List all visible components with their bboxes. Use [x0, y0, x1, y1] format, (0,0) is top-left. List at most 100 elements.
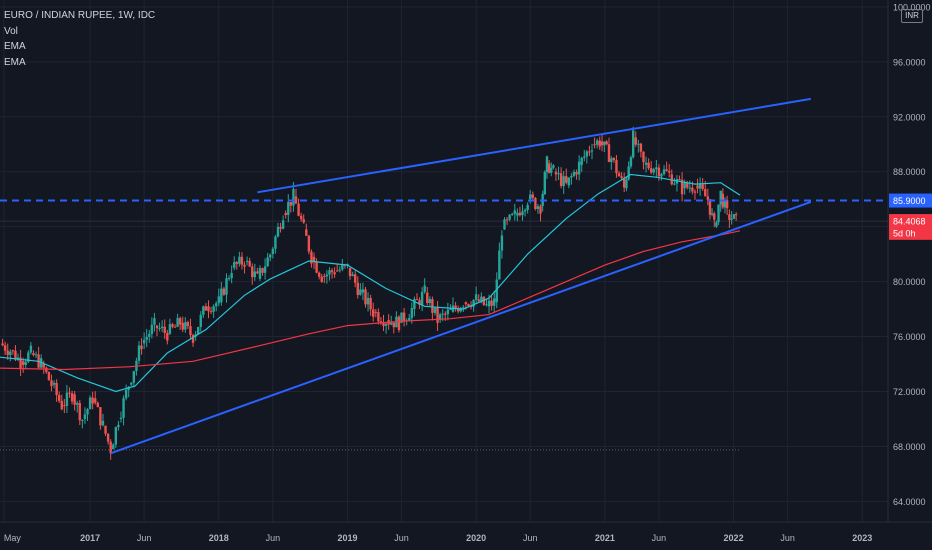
candle-body — [539, 206, 542, 214]
candle-body — [258, 268, 262, 279]
indicator-ema-1[interactable]: EMA — [4, 41, 26, 52]
candle-body — [32, 353, 35, 356]
candle-body — [467, 304, 470, 306]
candle-body — [330, 270, 334, 273]
candle-body — [122, 398, 125, 418]
candle-body — [495, 279, 498, 303]
candle-body — [456, 308, 460, 312]
price-label: 5d 0h — [893, 228, 916, 238]
candle-body — [191, 335, 195, 343]
indicator-vol[interactable]: Vol — [4, 25, 18, 37]
candle-body — [585, 151, 589, 157]
candle-body — [158, 328, 161, 330]
candle-body — [384, 323, 388, 326]
candle-body — [668, 170, 671, 173]
candle-body — [55, 382, 58, 395]
candle-body — [415, 298, 419, 300]
candle-body — [181, 322, 184, 330]
candle-body — [310, 251, 313, 264]
candle-body — [333, 272, 336, 275]
candle-body — [19, 357, 22, 369]
candle-body — [155, 325, 159, 329]
candle-body — [464, 302, 468, 305]
candle-body — [390, 322, 393, 325]
x-tick-label: 2020 — [466, 533, 486, 543]
currency-badge[interactable]: INR — [901, 9, 923, 23]
ema-line-slow — [0, 230, 741, 371]
candle-body — [351, 274, 354, 277]
candle-body — [88, 397, 92, 410]
candle-body — [114, 427, 118, 445]
candle-body — [328, 270, 331, 275]
y-tick-label: 92.0000 — [893, 112, 926, 122]
candle-body — [625, 179, 628, 189]
candle-body — [600, 141, 604, 146]
candle-body — [274, 236, 277, 249]
candle-body — [112, 444, 115, 450]
candle-body — [472, 299, 475, 307]
candle-body — [620, 176, 623, 179]
candle-body — [678, 179, 681, 181]
candle-body — [725, 200, 729, 209]
candle-body — [341, 264, 344, 270]
candle-body — [526, 204, 529, 210]
candle-body — [444, 313, 447, 315]
candle-body — [459, 308, 462, 312]
candle-body — [503, 219, 506, 230]
candle-body — [178, 318, 182, 325]
candle-body — [81, 419, 84, 421]
candle-body — [101, 420, 105, 426]
chart-title[interactable]: EURO / INDIAN RUPEE, 1W, IDC — [4, 10, 156, 21]
candle-body — [531, 194, 534, 198]
candle-body — [173, 326, 177, 328]
indicator-ema-2[interactable]: EMA — [4, 56, 26, 68]
y-tick-label: 80.0000 — [893, 277, 926, 287]
candle-body — [382, 322, 385, 326]
candle-body — [598, 140, 601, 147]
candle-body — [449, 309, 452, 311]
candle-body — [521, 211, 524, 216]
candle-body — [302, 219, 305, 223]
candle-body — [150, 324, 154, 334]
candle-body — [627, 166, 630, 180]
candle-body — [323, 276, 326, 278]
y-tick-label: 100.0000 — [893, 2, 931, 12]
candle-body — [508, 214, 511, 220]
x-tick-label: 2022 — [724, 533, 744, 543]
candle-body — [215, 303, 218, 307]
candle-body — [634, 137, 637, 145]
candle-body — [207, 306, 210, 312]
candle-body — [454, 305, 457, 309]
candle-body — [622, 178, 626, 188]
candle-body — [117, 424, 120, 428]
candle-body — [199, 314, 202, 328]
candle-body — [238, 256, 241, 264]
candle-body — [673, 183, 676, 185]
candle-body — [73, 394, 76, 405]
candle-body — [24, 361, 27, 365]
candle-body — [315, 261, 318, 273]
candle-body — [577, 161, 581, 175]
x-tick-label: Jun — [523, 533, 538, 543]
candle-body — [637, 143, 640, 145]
candle-body — [204, 306, 208, 311]
candle-body — [698, 184, 702, 189]
candle-body — [665, 169, 668, 171]
candle-body — [377, 312, 380, 322]
candle-body — [402, 312, 406, 322]
candle-body — [305, 229, 308, 236]
candle-body — [431, 299, 434, 313]
candle-body — [166, 333, 169, 341]
candle-body — [552, 165, 555, 168]
candle-body — [3, 345, 7, 351]
candle-body — [710, 213, 714, 215]
price-label-box — [889, 225, 932, 240]
candle-body — [220, 288, 223, 303]
candle-body — [644, 162, 648, 165]
candle-body — [9, 351, 12, 355]
candle-body — [590, 150, 594, 152]
candle-body — [45, 367, 48, 373]
candle-body — [104, 425, 107, 434]
candle-body — [400, 312, 403, 323]
